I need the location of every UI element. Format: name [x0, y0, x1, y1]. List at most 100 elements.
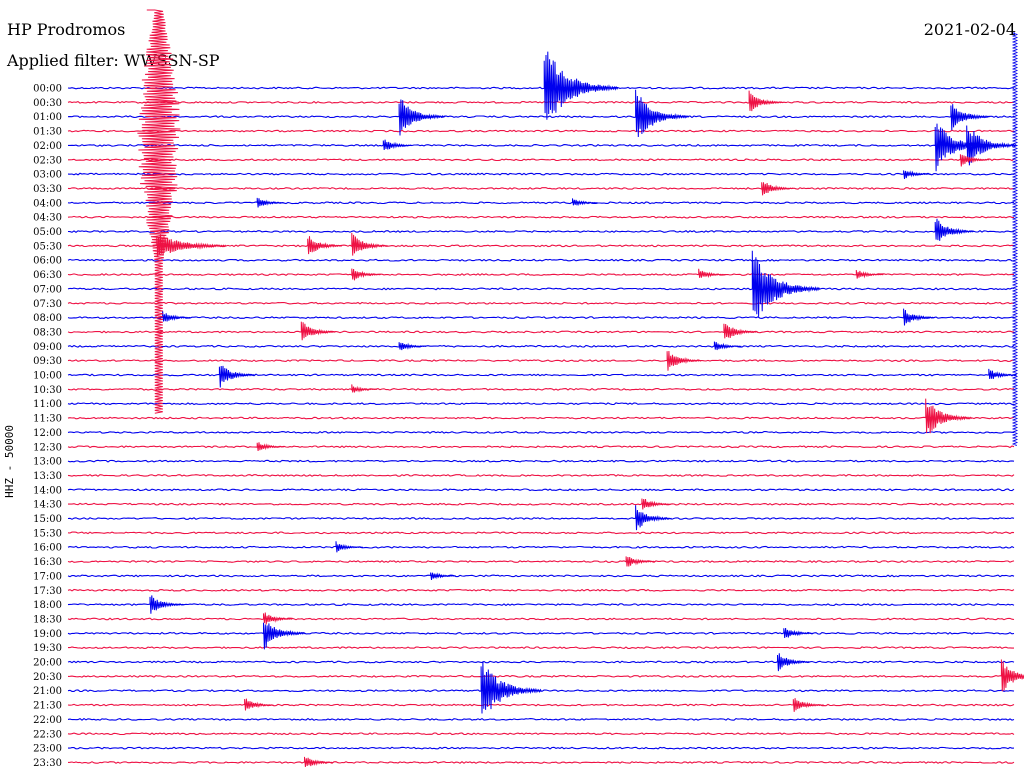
- tick-label: 01:00: [33, 112, 62, 123]
- event-burst: [382, 139, 413, 151]
- tick-label: 13:00: [33, 457, 62, 468]
- trace-0400: [67, 201, 1015, 205]
- event-burst: [777, 653, 811, 672]
- event-burst: [934, 123, 989, 172]
- tick-label: 22:30: [33, 729, 62, 740]
- event-burst: [351, 232, 389, 256]
- trace-1300: [67, 459, 1015, 463]
- tick-label: 22:00: [33, 715, 62, 726]
- trace-1900: [67, 631, 1015, 635]
- trace-2300: [68, 746, 1015, 750]
- trace-1330: [67, 474, 1015, 477]
- tick-label: 14:30: [33, 500, 62, 511]
- trace-1000: [67, 373, 1015, 377]
- tick-label: 09:00: [33, 342, 62, 353]
- tick-label: 03:30: [33, 184, 62, 195]
- station-name: HP Prodromos: [7, 20, 126, 39]
- tick-label: 05:30: [33, 241, 62, 252]
- trace-2030: [67, 674, 1015, 678]
- event-burst: [218, 365, 256, 388]
- tick-label: 00:00: [33, 84, 62, 95]
- tick-label: 18:00: [33, 600, 62, 611]
- tick-label: 23:00: [33, 744, 62, 755]
- trace-1100: [67, 402, 1015, 406]
- trace-1230: [67, 445, 1015, 449]
- event-burst: [641, 498, 671, 510]
- trace-1830: [67, 617, 1015, 621]
- event-burst: [244, 698, 274, 711]
- tick-label: 06:00: [33, 256, 62, 267]
- tick-label: 05:00: [33, 227, 62, 238]
- event-burst: [263, 612, 293, 625]
- event-burst: [783, 627, 813, 639]
- event-burst: [304, 756, 334, 767]
- event-burst: [934, 218, 975, 241]
- event-burst: [635, 89, 690, 138]
- event-burst: [543, 51, 619, 120]
- trace-0130: [67, 129, 1015, 133]
- tick-label: 09:30: [33, 356, 62, 367]
- trace-2200: [67, 717, 1015, 721]
- event-burst: [335, 541, 364, 553]
- tick-label: 04:30: [33, 213, 62, 224]
- tick-label: 17:30: [33, 586, 62, 597]
- event-burst: [351, 384, 378, 393]
- trace-1030: [67, 387, 1015, 391]
- tick-label: 17:00: [33, 571, 62, 582]
- event-burst: [723, 323, 759, 339]
- tick-label: 20:00: [33, 658, 62, 669]
- event-burst: [162, 310, 191, 322]
- tick-label: 00:30: [33, 98, 62, 109]
- event-burst: [263, 622, 306, 650]
- edge-spike: [1011, 32, 1019, 446]
- event-burst: [903, 308, 936, 326]
- trace-0000: [67, 86, 1015, 90]
- event-burst: [950, 104, 990, 131]
- event-burst: [925, 398, 973, 434]
- event-burst: [713, 341, 742, 351]
- trace-1130: [67, 416, 1015, 420]
- large-event-coda: [156, 234, 227, 257]
- event-burst: [698, 268, 726, 279]
- tick-label: 21:30: [33, 701, 62, 712]
- event-burst: [748, 90, 784, 112]
- tick-label: 19:30: [33, 643, 62, 654]
- event-burst: [1000, 659, 1024, 692]
- trace-group: [67, 86, 1015, 764]
- tick-label: 04:00: [33, 198, 62, 209]
- tick-label: 16:00: [33, 543, 62, 554]
- tick-label: 07:30: [33, 299, 62, 310]
- trace-1800: [67, 603, 1015, 607]
- trace-1530: [67, 531, 1015, 535]
- trace-0730: [67, 301, 1015, 305]
- event-burst: [666, 350, 702, 371]
- event-burst: [398, 99, 446, 136]
- trace-2000: [67, 660, 1015, 664]
- event-burst: [635, 505, 672, 531]
- tick-label: 02:00: [33, 141, 62, 152]
- tick-label: 15:00: [33, 514, 62, 525]
- event-burst: [430, 572, 456, 580]
- event-burst: [855, 269, 884, 279]
- event-burst: [988, 368, 1017, 380]
- event-burst: [307, 236, 343, 255]
- trace-0200: [68, 143, 1014, 147]
- tick-label: 14:00: [33, 485, 62, 496]
- event-burst: [625, 556, 656, 567]
- trace-0230: [68, 158, 1015, 162]
- trace-0500: [67, 230, 1015, 233]
- event-burst: [903, 170, 931, 180]
- tick-label-group: 00:00 00:30 01:00 01:30 02:00 02:30 03:00 03:30…: [33, 84, 62, 769]
- event-burst: [966, 125, 1017, 166]
- trace-0700: [67, 287, 1015, 291]
- trace-1500: [67, 517, 1015, 520]
- event-burst: [480, 661, 542, 714]
- tick-label: 10:30: [33, 385, 62, 396]
- tick-label: 10:00: [33, 371, 62, 382]
- trace-0030: [67, 100, 1015, 104]
- tick-label: 18:30: [33, 614, 62, 625]
- trace-1400: [67, 488, 1015, 492]
- trace-0300: [67, 172, 1015, 176]
- trace-2130: [67, 703, 1015, 707]
